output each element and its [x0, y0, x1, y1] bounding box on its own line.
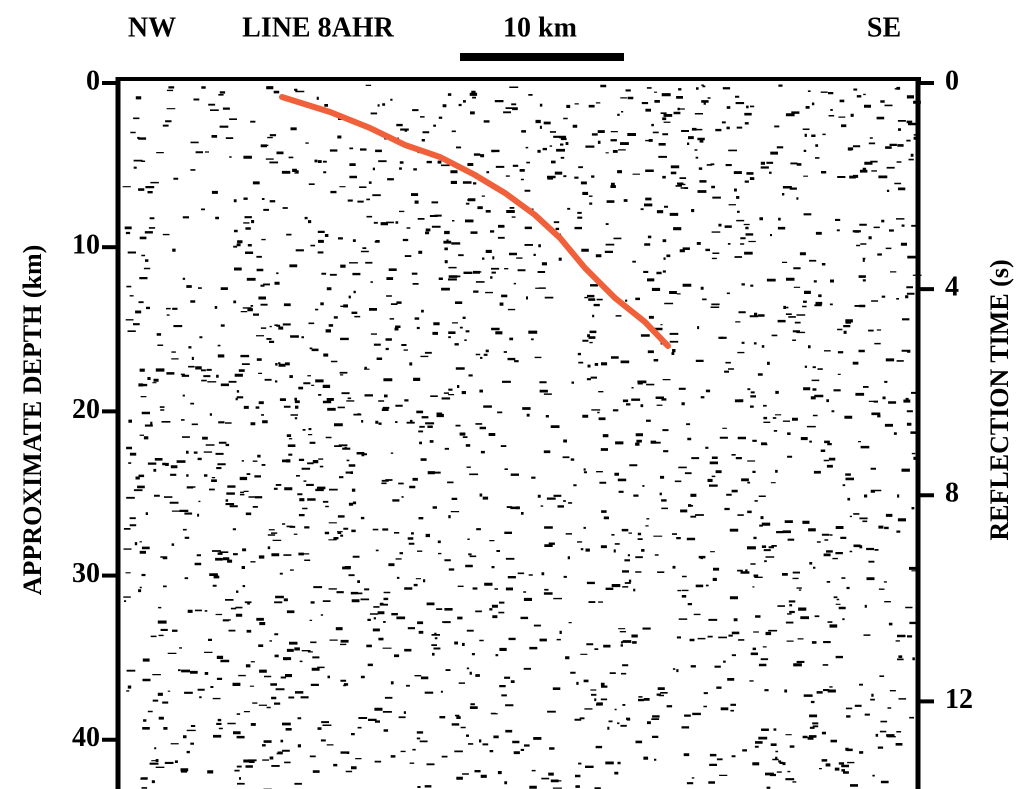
left-axis-label: APPROXIMATE DEPTH (km) [18, 245, 47, 596]
tick-label: 30 [72, 558, 100, 589]
tick-label: 20 [72, 394, 100, 425]
tick-label: 0 [945, 65, 959, 96]
scale-label: 10 km [503, 12, 577, 43]
line-name: LINE 8AHR [242, 12, 394, 43]
seismic-texture [122, 84, 922, 789]
fault-trace [279, 94, 671, 349]
tick-label: 8 [945, 478, 959, 509]
tick-label: 10 [72, 230, 100, 261]
tick-label: 40 [72, 722, 100, 753]
tick-label: 4 [945, 272, 959, 303]
tick-label: 12 [945, 684, 973, 715]
right-axis-label: REFLECTION TIME (s) [985, 259, 1014, 540]
direction-right: SE [867, 12, 901, 43]
seismic-section [122, 84, 922, 789]
direction-left: NW [128, 12, 176, 43]
tick-label: 0 [86, 65, 100, 96]
